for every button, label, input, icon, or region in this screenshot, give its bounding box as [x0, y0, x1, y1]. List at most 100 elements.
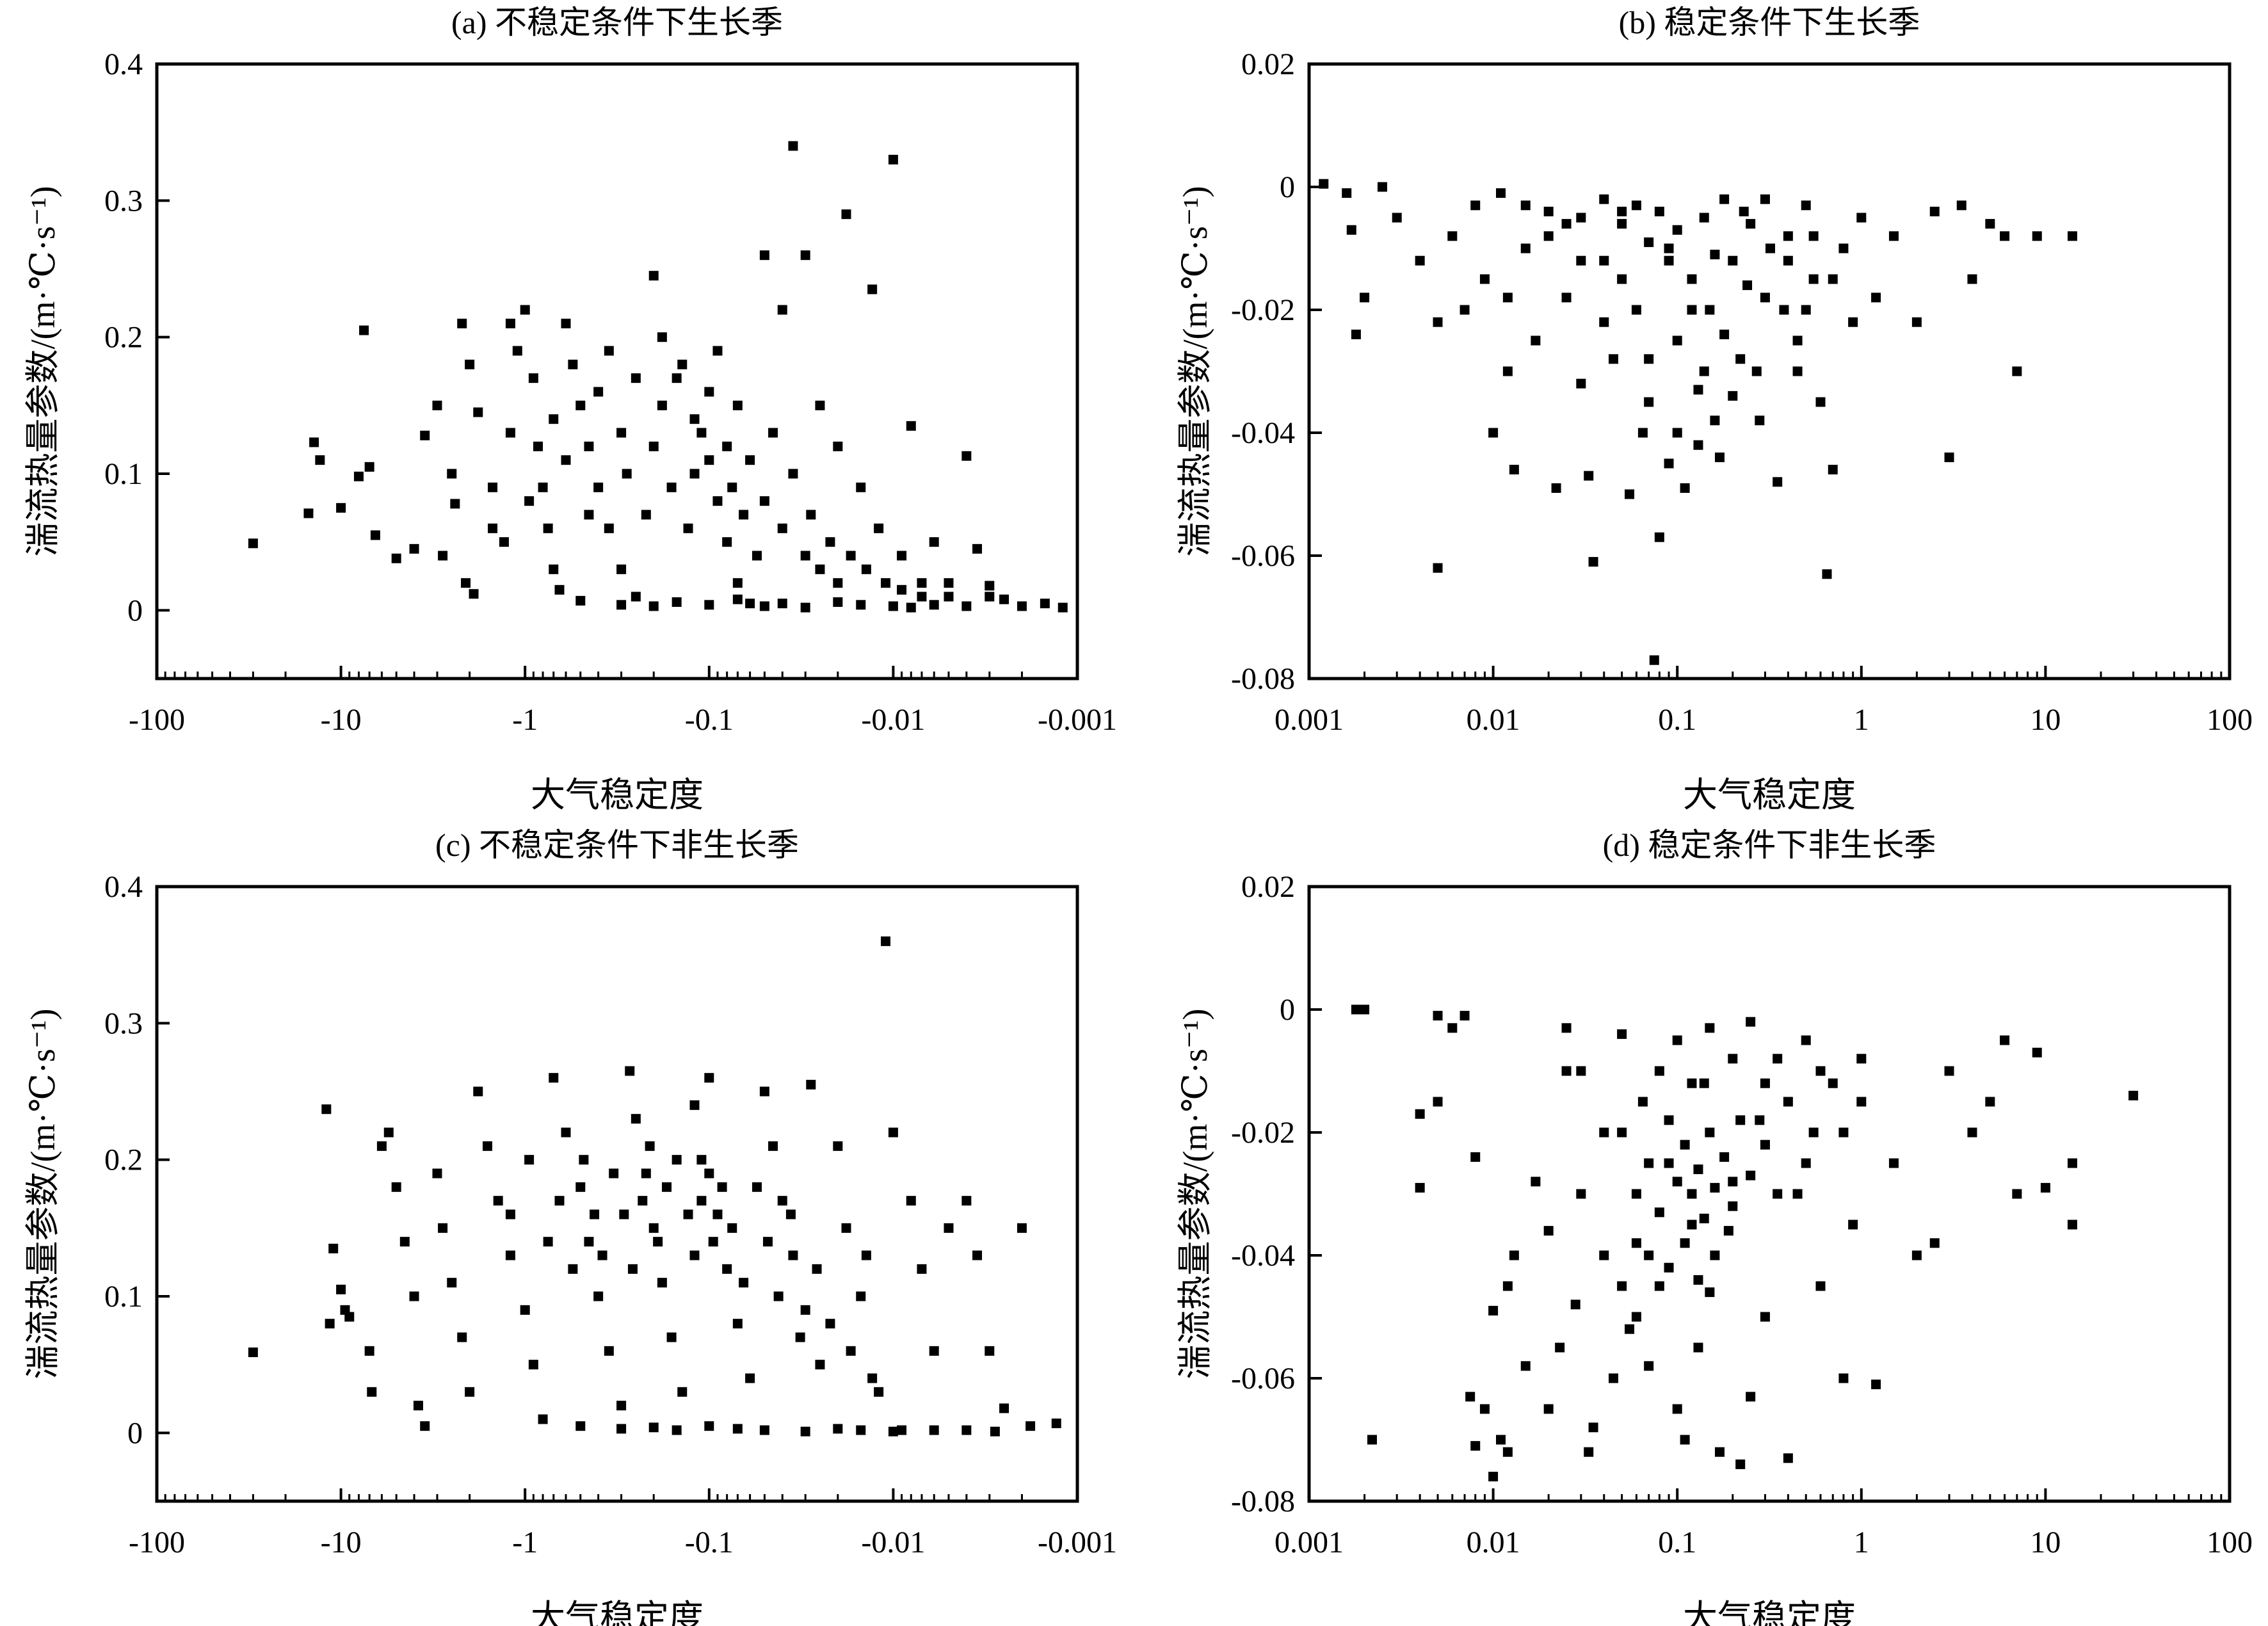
data-point [604, 346, 614, 356]
data-point [944, 578, 954, 588]
data-point [1672, 428, 1682, 438]
data-point [450, 499, 460, 509]
data-point [1728, 1201, 1738, 1211]
data-point [1760, 1312, 1770, 1322]
data-point [2040, 1182, 2050, 1193]
x-tick-label: -10 [321, 1525, 362, 1559]
data-point [1599, 1250, 1609, 1260]
x-tick-label: 0.01 [1467, 1525, 1520, 1559]
data-point [732, 400, 743, 410]
data-point [1728, 1054, 1738, 1064]
data-point [575, 400, 586, 410]
data-point [812, 1264, 822, 1274]
data-point [409, 543, 419, 554]
data-point [917, 1264, 927, 1274]
y-tick-label: 0.4 [104, 870, 143, 904]
data-point [409, 1291, 419, 1301]
data-point [1509, 1250, 1519, 1260]
data-point [1888, 231, 1899, 241]
data-point [929, 1425, 939, 1435]
data-point [1680, 483, 1690, 493]
y-tick-label: -0.06 [1231, 1362, 1295, 1396]
data-point [505, 318, 515, 328]
data-point [1479, 274, 1490, 284]
data-point [732, 1424, 743, 1434]
data-point [1415, 1109, 1425, 1119]
data-point [856, 482, 866, 492]
x-tick-label: -1 [512, 703, 538, 737]
data-point [785, 1209, 796, 1220]
data-point [1687, 274, 1697, 284]
data-point [1956, 200, 1966, 211]
data-point [1801, 1035, 1811, 1045]
data-point [1588, 1422, 1598, 1433]
data-point [657, 1278, 667, 1288]
y-tick-label: -0.04 [1231, 416, 1295, 450]
data-point [745, 599, 755, 609]
data-point [1576, 378, 1586, 389]
data-point [488, 523, 498, 533]
data-point [383, 1127, 394, 1138]
data-point [1742, 280, 1753, 291]
data-point [1664, 458, 1674, 469]
data-point [584, 1237, 594, 1247]
panel-c: (c) 不稳定条件下非生长季 -100 -10 -1 -0.1 -0.01 -0.001 0 0… [24, 827, 1117, 1626]
data-point [1719, 194, 1730, 204]
data-point [704, 1421, 714, 1431]
data-point [1888, 1158, 1899, 1168]
data-point [666, 1332, 677, 1342]
data-point [1699, 366, 1709, 376]
data-point [961, 601, 972, 611]
data-point [800, 602, 810, 613]
data-point [579, 1155, 589, 1165]
data-point [2067, 1158, 2077, 1168]
data-point [1760, 194, 1770, 204]
x-tick-label: 100 [2207, 703, 2253, 737]
data-point [1699, 1213, 1709, 1223]
y-tick-label: -0.08 [1231, 662, 1295, 696]
data-point [1728, 255, 1738, 266]
data-point [1911, 317, 1922, 327]
data-point [1415, 255, 1425, 266]
data-point [1488, 428, 1499, 438]
data-point [1460, 1011, 1470, 1021]
data-point [648, 441, 659, 451]
data-point [1360, 293, 1370, 303]
data-point [1447, 231, 1458, 241]
data-point [1739, 206, 1749, 216]
data-point [1783, 231, 1793, 241]
data-point [625, 1066, 635, 1076]
data-point [648, 1422, 659, 1433]
data-point [1985, 219, 1995, 229]
data-point [1848, 317, 1858, 327]
data-point [880, 578, 890, 588]
data-point [696, 1196, 707, 1206]
data-point [1433, 1011, 1443, 1021]
data-point [712, 346, 723, 356]
data-point [1985, 1097, 1995, 1107]
data-point [616, 564, 627, 574]
data-point [1680, 1238, 1690, 1248]
data-point [961, 1196, 972, 1206]
data-point [1496, 1435, 1506, 1445]
data-point [1617, 274, 1627, 284]
data-point [929, 600, 939, 610]
data-point [722, 441, 732, 451]
data-point [1735, 1459, 1746, 1469]
data-point [543, 523, 553, 533]
data-point [1710, 250, 1720, 260]
data-point [777, 1196, 787, 1206]
x-axis-label: 大气稳定度 [531, 1598, 704, 1626]
data-point [1433, 317, 1443, 327]
data-point [759, 601, 769, 611]
x-tick-label: -0.01 [861, 703, 925, 737]
data-point [2032, 1047, 2042, 1058]
plot-frame [155, 885, 1079, 1503]
data-point [1808, 1127, 1819, 1138]
data-point [1470, 200, 1481, 211]
data-point [1561, 293, 1572, 303]
data-point [1415, 1182, 1425, 1193]
y-tick-label: -0.02 [1231, 293, 1295, 327]
data-point [627, 1264, 638, 1274]
data-point [399, 1237, 410, 1247]
